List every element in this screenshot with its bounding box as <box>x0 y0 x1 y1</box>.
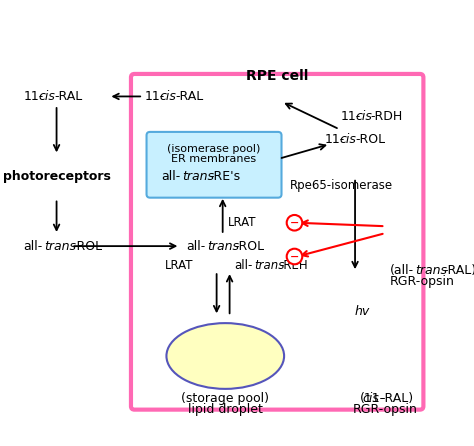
Text: -ROL: -ROL <box>355 133 385 146</box>
Text: 11-: 11- <box>145 90 165 103</box>
Text: hv: hv <box>355 305 370 318</box>
Text: all-: all- <box>24 240 43 252</box>
Text: cis: cis <box>362 392 379 405</box>
Text: -ROL: -ROL <box>72 240 102 252</box>
Text: 11-: 11- <box>24 90 44 103</box>
Text: −: − <box>290 218 299 228</box>
Text: (11-: (11- <box>360 392 385 405</box>
Text: trans: trans <box>254 259 284 272</box>
Text: (isomerase pool): (isomerase pool) <box>167 144 261 154</box>
Text: cis: cis <box>38 90 55 103</box>
Text: -REH: -REH <box>280 259 309 272</box>
Text: −: − <box>290 252 299 261</box>
Text: cis: cis <box>355 110 372 123</box>
Text: -RAL: -RAL <box>175 90 203 103</box>
Text: all-: all- <box>186 240 206 252</box>
Text: LRAT: LRAT <box>228 216 256 229</box>
Text: trans: trans <box>182 169 214 182</box>
Text: all-: all- <box>234 259 252 272</box>
Text: -RDH: -RDH <box>371 110 403 123</box>
Text: ER membranes: ER membranes <box>172 153 256 164</box>
Circle shape <box>287 215 302 231</box>
Text: RGR-opsin: RGR-opsin <box>390 275 455 288</box>
Text: trans: trans <box>207 240 239 252</box>
Ellipse shape <box>166 323 284 389</box>
Text: RGR-opsin: RGR-opsin <box>353 403 418 416</box>
Text: cis: cis <box>160 90 176 103</box>
Text: trans: trans <box>416 264 447 277</box>
Circle shape <box>287 249 302 264</box>
Text: -RE's: -RE's <box>210 169 241 182</box>
Text: LRAT: LRAT <box>165 259 193 272</box>
Text: 11-: 11- <box>340 110 361 123</box>
Text: lipid droplet: lipid droplet <box>188 403 263 416</box>
Text: -ROL: -ROL <box>235 240 265 252</box>
Text: RPE cell: RPE cell <box>246 69 309 83</box>
Text: trans: trans <box>45 240 76 252</box>
FancyBboxPatch shape <box>146 132 282 198</box>
Text: photoreceptors: photoreceptors <box>3 170 110 183</box>
Text: -RAL): -RAL) <box>443 264 474 277</box>
Text: cis: cis <box>339 133 356 146</box>
Text: -RAL): -RAL) <box>380 392 413 405</box>
Text: -RAL: -RAL <box>54 90 82 103</box>
Text: (all-: (all- <box>390 264 414 277</box>
Text: 11-: 11- <box>325 133 345 146</box>
Text: Rpe65-isomerase: Rpe65-isomerase <box>290 179 393 192</box>
Text: (storage pool): (storage pool) <box>181 392 269 405</box>
FancyBboxPatch shape <box>131 74 423 409</box>
Text: all-: all- <box>161 169 181 182</box>
